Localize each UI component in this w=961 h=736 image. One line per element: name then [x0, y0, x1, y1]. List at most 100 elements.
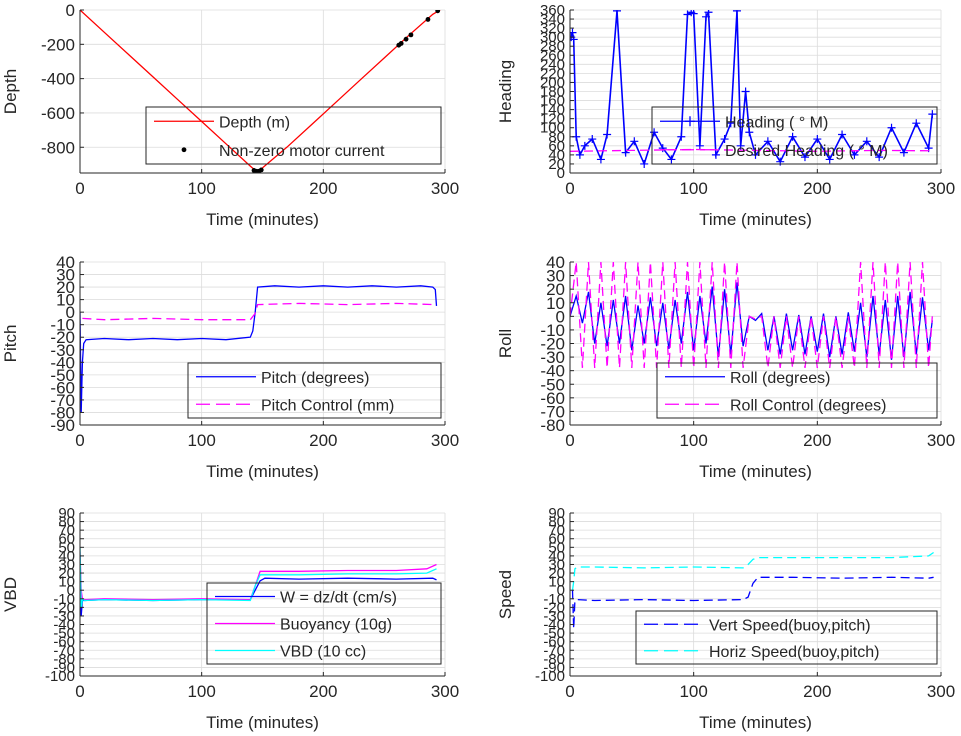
legend-label: VBD (10 cc)	[280, 644, 366, 661]
y-tick-label: 30	[56, 266, 75, 285]
series-point	[732, 10, 741, 15]
x-axis-label: Time (minutes)	[206, 210, 319, 229]
y-tick-label: 0	[557, 165, 565, 182]
x-tick-label: 0	[75, 682, 84, 701]
series-point	[689, 10, 698, 18]
y-tick-label: 10	[546, 294, 565, 313]
chart-speed: 0 100 200 3009080706050403020100-10-20-30-4…	[496, 505, 955, 732]
series-point	[887, 123, 896, 132]
series-point	[621, 148, 630, 157]
y-tick-label: 80	[548, 514, 565, 531]
y-tick-label: 80	[58, 514, 75, 531]
y-tick-label: -800	[41, 138, 75, 157]
y-tick-label: 50	[548, 539, 565, 556]
x-tick-label: 200	[309, 682, 337, 701]
y-tick-label: -50	[540, 375, 565, 394]
y-tick-label: 60	[548, 138, 565, 155]
series-point	[838, 130, 847, 139]
legend-label: Vert Speed(buoy,pitch)	[709, 617, 871, 634]
y-tick-label: 20	[546, 280, 565, 299]
y-tick-label: 0	[557, 582, 565, 599]
series-point	[736, 141, 745, 150]
legend-label: Heading ( ° M)	[725, 114, 828, 131]
series-point	[763, 137, 772, 146]
y-tick-label: -200	[41, 35, 75, 54]
series-group	[570, 262, 933, 368]
y-tick-label: -50	[53, 625, 75, 642]
series-line	[570, 262, 933, 368]
series-line	[570, 148, 934, 152]
y-tick-label: 320	[540, 20, 565, 37]
x-tick-label: 100	[187, 431, 215, 450]
legend-box	[656, 362, 938, 419]
y-tick-label: -60	[543, 634, 565, 651]
x-tick-label: 300	[927, 682, 955, 701]
series-point	[596, 155, 605, 164]
legend-label: Pitch (degrees)	[261, 370, 370, 387]
series-point	[658, 144, 667, 153]
y-axis-label: VBD	[1, 577, 20, 612]
y-tick-label: 40	[58, 548, 75, 565]
y-tick-label: 40	[546, 253, 565, 272]
y-tick-label: -60	[53, 634, 75, 651]
series-point	[875, 153, 884, 162]
x-axis-label: Time (minutes)	[699, 713, 812, 732]
y-tick-label: -20	[543, 599, 565, 616]
series-line	[80, 285, 438, 413]
legend-box	[635, 610, 938, 665]
series-line	[571, 576, 934, 629]
y-tick-label: -40	[50, 353, 75, 372]
x-tick-label: 0	[565, 179, 574, 198]
series-point	[258, 167, 264, 173]
y-tick-label: 90	[548, 505, 565, 522]
x-tick-label: 200	[803, 179, 831, 198]
series-point	[850, 150, 859, 159]
legend-label: Roll (degrees)	[730, 370, 830, 387]
y-tick-label: -40	[540, 362, 565, 381]
y-tick-label: -50	[50, 366, 75, 385]
series-point	[570, 28, 577, 37]
legend-box	[206, 582, 442, 665]
x-tick-label: 100	[187, 682, 215, 701]
legend: Pitch (degrees) Pitch Control (mm)	[187, 362, 442, 419]
x-tick-label: 200	[803, 682, 831, 701]
y-tick-label: -30	[543, 608, 565, 625]
legend-marker	[685, 116, 695, 127]
series-point	[612, 10, 621, 15]
y-tick-label: -80	[50, 403, 75, 422]
series-line	[80, 547, 437, 608]
series-group	[571, 551, 934, 629]
series-point	[650, 128, 659, 137]
y-axis-label: Roll	[496, 329, 515, 358]
y-axis-label: Pitch	[1, 325, 20, 363]
y-tick-label: -90	[543, 659, 565, 676]
y-tick-label: -10	[53, 591, 75, 608]
y-tick-label: -80	[543, 651, 565, 668]
x-tick-label: 200	[803, 431, 831, 450]
y-tick-label: -80	[53, 651, 75, 668]
series-point	[928, 110, 937, 119]
x-tick-label: 300	[927, 431, 955, 450]
y-tick-label: -70	[53, 642, 75, 659]
y-tick-label: -100	[45, 668, 75, 685]
series-point	[398, 41, 404, 46]
x-tick-label: 300	[431, 682, 459, 701]
y-axis-label: Speed	[496, 570, 515, 619]
y-tick-label: -10	[540, 321, 565, 340]
x-tick-label: 300	[431, 179, 459, 198]
series-line	[82, 302, 436, 321]
y-axis-label: Depth	[1, 69, 20, 114]
y-tick-label: -70	[540, 402, 565, 421]
series-line	[570, 10, 934, 167]
y-tick-label: 0	[67, 582, 75, 599]
series-point	[741, 87, 750, 96]
y-tick-label: -30	[53, 608, 75, 625]
legend-label: Buoyancy (10g)	[280, 617, 392, 634]
legend-label: Horiz Speed(buoy,pitch)	[709, 644, 879, 661]
x-tick-label: 0	[565, 682, 574, 701]
x-tick-label: 0	[75, 179, 84, 198]
x-tick-label: 300	[431, 431, 459, 450]
series-point	[640, 159, 649, 168]
legend: Heading ( ° M) Desired Heading ( ° M)	[651, 106, 938, 165]
